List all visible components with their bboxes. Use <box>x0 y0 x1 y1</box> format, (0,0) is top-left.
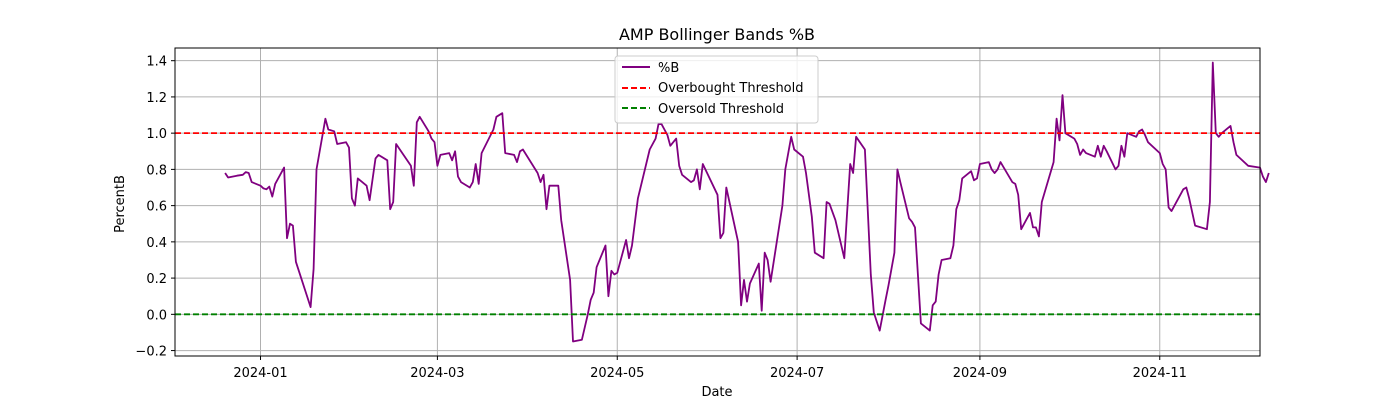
x-axis-title: Date <box>701 385 732 400</box>
y-tick-label: 1.2 <box>146 91 167 106</box>
x-tick-label: 2024-03 <box>410 366 464 381</box>
x-tick-label: 2024-05 <box>590 366 644 381</box>
y-tick-label: 0.0 <box>146 308 167 323</box>
legend-box <box>614 55 819 124</box>
legend-label-oversold: Oversold Threshold <box>658 102 784 117</box>
series-layer <box>175 61 1270 343</box>
y-tick-label: 0.2 <box>146 272 167 287</box>
x-tick-label: 2024-11 <box>1133 366 1187 381</box>
y-tick-label: 1.0 <box>146 127 167 142</box>
y-tick-label: 0.8 <box>146 163 167 178</box>
legend: %B Overbought Threshold Oversold Thresho… <box>614 55 819 124</box>
legend-label-percentb: %B <box>658 61 679 76</box>
percentb-line <box>224 61 1270 343</box>
x-tick-label: 2024-07 <box>770 366 824 381</box>
y-axis: −0.2 0.0 0.2 0.4 0.6 0.8 1.0 1.2 1.4 <box>135 55 175 360</box>
y-axis-title: PercentB <box>113 175 128 233</box>
y-tick-label: 1.4 <box>146 55 167 70</box>
chart-title: AMP Bollinger Bands %B <box>619 25 815 44</box>
x-tick-label: 2024-09 <box>953 366 1007 381</box>
x-tick-label: 2024-01 <box>233 366 287 381</box>
legend-label-overbought: Overbought Threshold <box>658 81 804 96</box>
y-tick-label: 0.6 <box>146 200 167 215</box>
plot-frame <box>174 47 1261 357</box>
y-tick-label: −0.2 <box>135 345 167 360</box>
y-tick-label: 0.4 <box>146 236 167 251</box>
x-axis: 2024-01 2024-03 2024-05 2024-07 2024-09 2024-… <box>233 356 1187 381</box>
